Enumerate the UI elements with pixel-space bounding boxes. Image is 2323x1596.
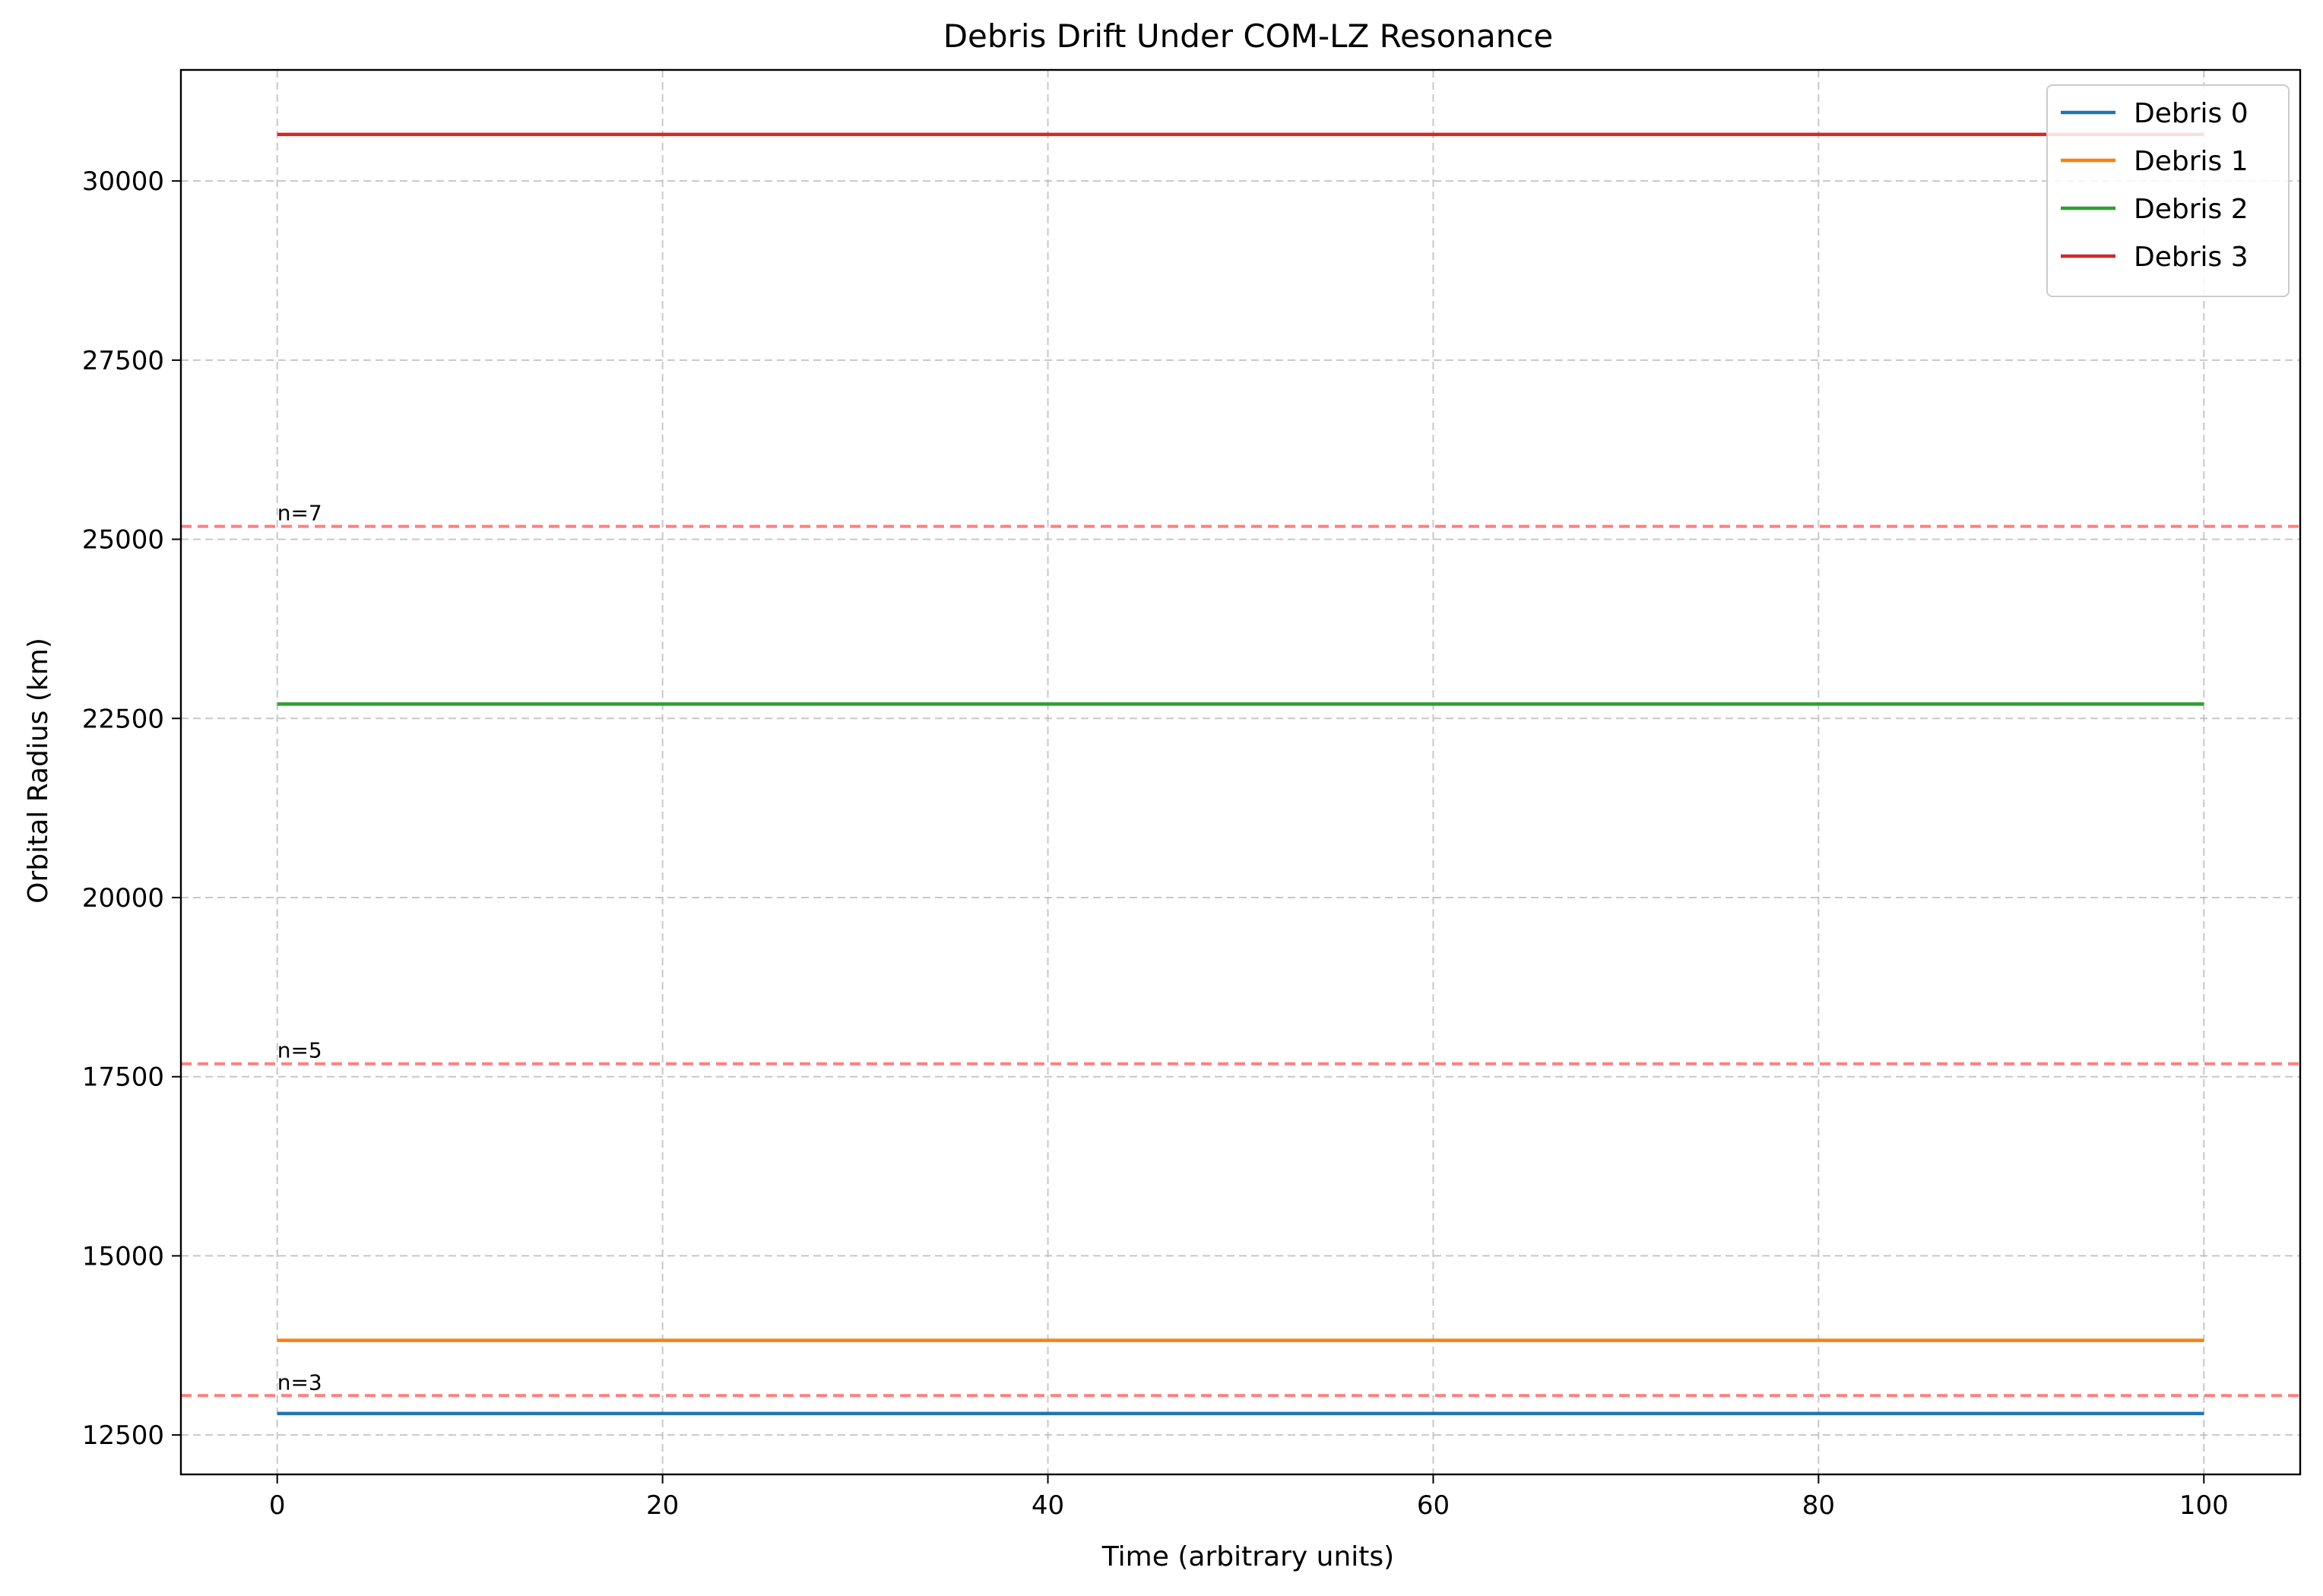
legend: Debris 0 Debris 1 Debris 2 Debris 3: [2046, 84, 2290, 297]
y-tick-label: 30000: [82, 166, 164, 197]
x-tick-label: 80: [1802, 1490, 1835, 1521]
resonance-lines: n=3 n=5 n=7: [181, 501, 2300, 1398]
x-tick-label: 60: [1417, 1490, 1450, 1521]
legend-label: Debris 1: [2134, 146, 2249, 177]
legend-label: Debris 3: [2134, 242, 2249, 273]
chart-title: Debris Drift Under COM-LZ Resonance: [943, 17, 1554, 55]
resonance-label-n7: n=7: [277, 501, 322, 526]
x-tick-label: 20: [646, 1490, 679, 1521]
resonance-label-n3: n=3: [277, 1370, 322, 1395]
y-tick-label: 12500: [82, 1420, 164, 1451]
x-tick-label: 40: [1032, 1490, 1064, 1521]
x-tick-label: 0: [269, 1490, 286, 1521]
legend-label: Debris 2: [2134, 194, 2249, 225]
series-lines: [277, 132, 2204, 1416]
y-tick-label: 22500: [82, 704, 164, 734]
grid: [181, 70, 2300, 1474]
y-tick-label: 27500: [82, 346, 164, 376]
legend-label: Debris 0: [2134, 98, 2249, 129]
y-tick-label: 20000: [82, 883, 164, 914]
plot-frame: [179, 68, 2302, 1476]
y-axis-ticks: 12500 15000 17500 20000 22500 25000 27500 30000: [82, 166, 181, 1451]
legend-box: [2046, 84, 2290, 297]
y-tick-label: 17500: [82, 1062, 164, 1093]
y-axis-label: Orbital Radius (km): [23, 638, 54, 904]
x-tick-label: 100: [2179, 1490, 2229, 1521]
x-axis-ticks: 0 20 40 60 80 100: [269, 1474, 2229, 1521]
x-axis-label: Time (arbitrary units): [1101, 1541, 1394, 1572]
y-tick-label: 15000: [82, 1241, 164, 1271]
y-tick-label: 25000: [82, 525, 164, 556]
resonance-label-n5: n=5: [277, 1038, 322, 1063]
